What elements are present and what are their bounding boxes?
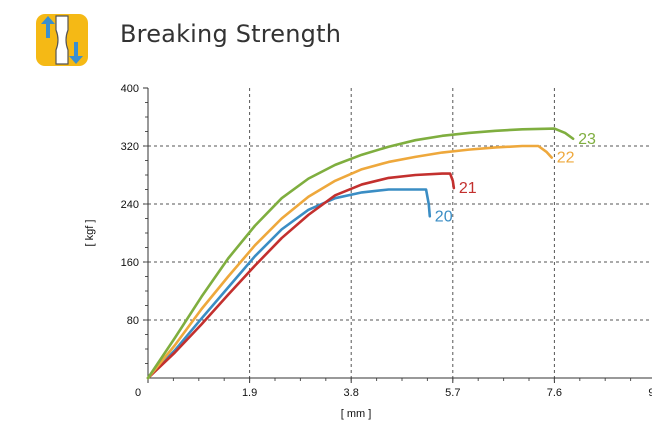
x-tick-label: 9.5 bbox=[648, 387, 652, 399]
series-label-23: 23 bbox=[578, 131, 596, 148]
grid bbox=[148, 88, 652, 378]
series-label-21: 21 bbox=[459, 180, 477, 197]
page-title: Breaking Strength bbox=[120, 20, 342, 48]
series-group bbox=[146, 127, 575, 380]
series-line-20 bbox=[146, 188, 432, 380]
y-axis-label: [ kgf ] bbox=[84, 220, 96, 247]
tensile-specimen-icon bbox=[36, 14, 88, 66]
y-tick-label: 80 bbox=[127, 315, 139, 327]
x-tick-label: 5.7 bbox=[445, 387, 460, 399]
series-line-23 bbox=[146, 127, 575, 380]
x-tick-label: 1.9 bbox=[242, 387, 257, 399]
x-axis-label: [ mm ] bbox=[341, 408, 372, 420]
series-line-21 bbox=[146, 172, 456, 380]
x-tick-label: 0 bbox=[135, 387, 141, 399]
y-tick-label: 240 bbox=[121, 199, 139, 211]
x-tick-label: 7.6 bbox=[547, 387, 562, 399]
series-label-20: 20 bbox=[435, 208, 453, 225]
x-tick-label: 3.8 bbox=[344, 387, 359, 399]
series-label-22: 22 bbox=[557, 150, 575, 167]
axes: 0 1.9 3.8 5.7 7.6 9.5 80 160 240 320 400 [ mm ] [ kg… bbox=[84, 83, 652, 420]
series-line-22 bbox=[146, 144, 554, 380]
y-tick-label: 320 bbox=[121, 141, 139, 153]
y-tick-label: 160 bbox=[121, 257, 139, 269]
y-tick-label: 400 bbox=[121, 83, 139, 95]
